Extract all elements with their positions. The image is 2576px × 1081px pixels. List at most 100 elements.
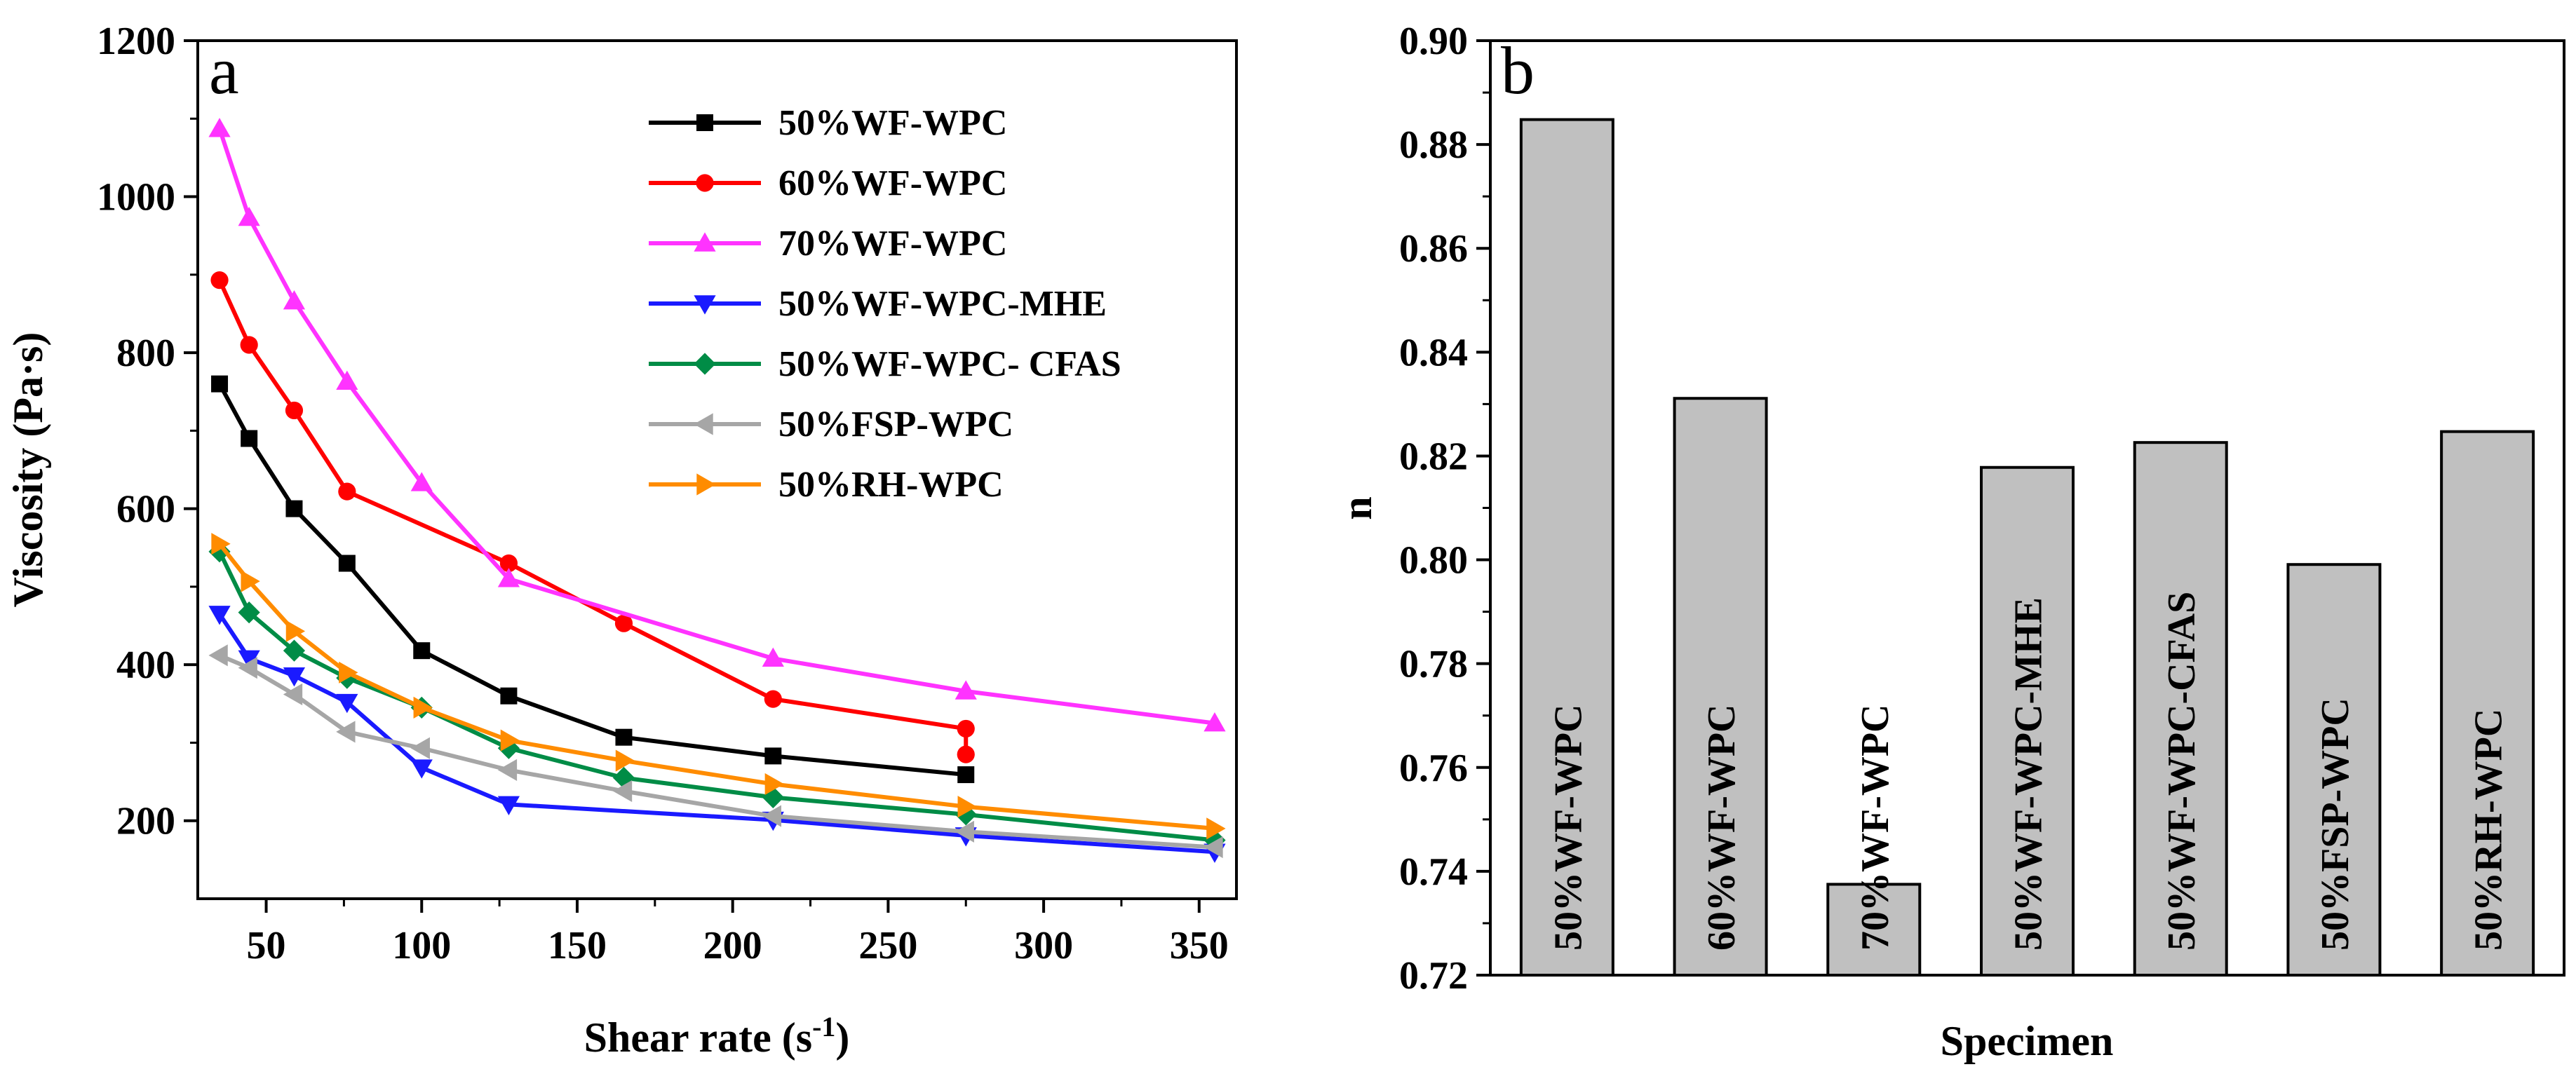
- panel-a-x-tick-label: 300: [1014, 924, 1073, 967]
- bar-label: 60%WF-WPC: [1700, 704, 1744, 951]
- series-line-50-wf-wpc-cfas: [217, 550, 1215, 843]
- bar-60-wf-wpc: 60%WF-WPC: [1673, 397, 1768, 977]
- bar-50-rh-wpc: 50%RH-WPC: [2440, 430, 2535, 977]
- bar-50-fsp-wpc: 50%FSP-WPC: [2286, 563, 2382, 977]
- data-point-50-rh-wpc: [500, 729, 520, 752]
- data-point-50-wf-wpc-mhe: [238, 650, 260, 669]
- panel-a-series-group: [208, 118, 1226, 863]
- data-point-70-wf-wpc: [238, 206, 260, 226]
- panel-b-y-tick-label: 0.84: [1399, 331, 1468, 374]
- bar-50-wf-wpc: 50%WF-WPC: [1519, 118, 1614, 977]
- panel-a-y-tick-label: 1200: [97, 20, 175, 63]
- legend-item-50-fsp-wpc: 50%FSP-WPC: [649, 404, 1013, 444]
- panel-a-x-tick-label: 250: [858, 924, 917, 967]
- panel-a-y-tick-label: 200: [116, 800, 175, 843]
- panel-b-y-tick-label: 0.86: [1399, 227, 1468, 271]
- data-point-50-fsp-wpc: [612, 780, 633, 803]
- legend-marker: [694, 413, 713, 435]
- data-point-70-wf-wpc: [283, 290, 306, 310]
- data-point-60-wf-wpc: [614, 614, 633, 632]
- legend-marker: [696, 174, 714, 192]
- panel-a-legend: 50%WF-WPC 60%WF-WPC 70%WF-WPC 50%WF-WPC-MHE…: [649, 103, 1121, 505]
- bar-rect: [1826, 883, 1922, 977]
- bar-50-wf-wpc-cfas: 50%WF-WPC-CFAS: [2133, 441, 2228, 977]
- data-point-50-wf-wpc-cfas: [497, 737, 520, 759]
- data-point-60-wf-wpc: [210, 271, 229, 290]
- data-point-50-rh-wpc: [339, 661, 358, 684]
- panel-a-line-chart: 50 100 150 200 250 300 350 200 400 600 800 1000 1200…: [5, 20, 1238, 1061]
- data-point-50-wf-wpc-mhe: [410, 759, 433, 779]
- data-point-50-fsp-wpc: [336, 721, 356, 743]
- data-point-50-wf-wpc: [338, 555, 356, 572]
- panel-a-plot-frame: [196, 39, 1238, 900]
- data-point-50-rh-wpc: [615, 749, 635, 772]
- bar-rect: [1673, 397, 1768, 977]
- data-point-50-wf-wpc: [285, 500, 303, 517]
- panel-a-x-tick-label: 100: [392, 924, 451, 967]
- series-50-fsp-wpc: [208, 644, 1223, 859]
- bar-label: 70%WF-WPC: [1854, 704, 1897, 951]
- legend-marker: [696, 114, 713, 131]
- panel-b-y-tick-label: 0.72: [1399, 954, 1468, 998]
- data-point-50-rh-wpc: [285, 620, 306, 642]
- panel-a-x-tick-label: 200: [703, 924, 762, 967]
- data-point-50-wf-wpc-mhe: [336, 693, 358, 714]
- legend-item-50-rh-wpc: 50%RH-WPC: [649, 465, 1004, 505]
- legend-marker: [694, 353, 716, 375]
- panel-a-y-tick-label: 800: [116, 332, 175, 375]
- legend-marker: [694, 295, 716, 315]
- legend-label: 50%WF-WPC-MHE: [778, 284, 1107, 324]
- legend-item-70-wf-wpc: 70%WF-WPC: [649, 224, 1007, 264]
- data-point-50-rh-wpc: [1206, 817, 1226, 840]
- data-point-50-wf-wpc: [211, 375, 229, 393]
- data-point-50-wf-wpc: [615, 728, 633, 746]
- panel-a-y-tick-label: 1000: [97, 176, 175, 219]
- data-point-50-fsp-wpc: [238, 657, 257, 679]
- panel-b-y-tick-label: 0.88: [1399, 123, 1468, 167]
- data-point-50-fsp-wpc: [762, 805, 782, 827]
- panel-b-y-tick-label: 0.78: [1399, 643, 1468, 686]
- series-line-50-rh-wpc: [217, 542, 1215, 831]
- data-point-60-wf-wpc: [338, 482, 356, 501]
- data-point-60-wf-wpc: [240, 336, 258, 354]
- panel-b-x-axis-title: Specimen: [1941, 1018, 2114, 1064]
- panel-a-x-axis-title: Shear rate (s-1): [584, 1011, 850, 1061]
- data-point-50-fsp-wpc: [497, 759, 518, 781]
- bar-label: 50%FSP-WPC: [2314, 698, 2357, 951]
- data-point-70-wf-wpc: [208, 118, 231, 137]
- legend-label: 50%RH-WPC: [778, 465, 1004, 505]
- bar-rect: [2440, 430, 2535, 977]
- bar-rect: [2133, 441, 2228, 977]
- data-point-50-wf-wpc-mhe: [497, 796, 520, 815]
- series-50-rh-wpc: [211, 533, 1226, 840]
- legend-item-60-wf-wpc: 60%WF-WPC: [649, 163, 1007, 203]
- legend-label: 50%WF-WPC: [778, 103, 1007, 143]
- data-point-50-fsp-wpc: [208, 644, 228, 667]
- series-70-wf-wpc: [208, 118, 1226, 732]
- panel-b-y-axis-title: n: [1334, 496, 1380, 519]
- bar-label: 50%WF-WPC-MHE: [2007, 597, 2051, 951]
- data-point-50-fsp-wpc: [955, 820, 974, 843]
- data-point-50-rh-wpc: [413, 696, 433, 719]
- panel-a-x-tick-label: 350: [1170, 924, 1229, 967]
- series-60-wf-wpc: [210, 271, 975, 763]
- panel-b-bar-chart: 50%WF-WPC 60%WF-WPC 70%WF-WPC 50%WF-WPC-MHE…: [1334, 20, 2565, 1064]
- data-point-50-fsp-wpc: [1203, 836, 1223, 859]
- data-point-50-rh-wpc: [241, 570, 260, 592]
- bar-label: 50%WF-WPC-CFAS: [2160, 592, 2204, 951]
- legend-item-50-wf-wpc: 50%WF-WPC: [649, 103, 1007, 143]
- data-point-50-wf-wpc: [413, 642, 431, 660]
- bar-rect: [1980, 465, 2075, 977]
- data-point-60-wf-wpc: [285, 401, 304, 420]
- data-point-50-rh-wpc: [764, 773, 784, 796]
- bar-50-wf-wpc-mhe: 50%WF-WPC-MHE: [1980, 465, 2075, 977]
- data-point-60-wf-wpc: [499, 554, 518, 573]
- data-point-50-fsp-wpc: [410, 737, 430, 759]
- data-point-50-rh-wpc: [211, 533, 231, 555]
- data-point-70-wf-wpc: [1203, 712, 1226, 732]
- panel-a-x-tick-label: 150: [548, 924, 607, 967]
- data-point-60-wf-wpc: [764, 690, 782, 708]
- legend-item-50-wf-wpc-mhe: 50%WF-WPC-MHE: [649, 284, 1107, 324]
- data-point-50-wf-wpc: [500, 687, 518, 705]
